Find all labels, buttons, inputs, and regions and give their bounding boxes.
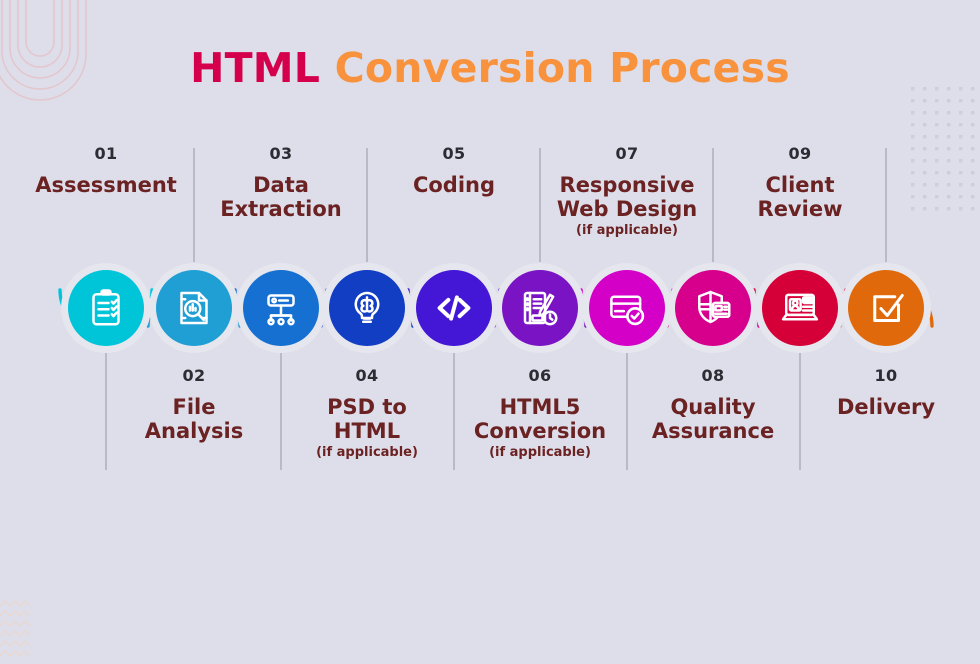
step-node-02[interactable] <box>156 270 232 346</box>
step-node-07[interactable] <box>589 270 665 346</box>
checkbox-tick-icon <box>866 288 906 328</box>
step-label-03: 03 Data Extraction <box>220 144 342 222</box>
step-title: HTML5 Conversion <box>473 395 607 443</box>
lightbulb-brain-icon <box>347 288 387 328</box>
step-title: Client Review <box>757 173 843 221</box>
server-sitemap-icon <box>261 288 301 328</box>
step-number: 04 <box>355 366 379 385</box>
divider-lines <box>105 148 887 470</box>
page-title-main: Conversion Process <box>334 44 790 92</box>
step-label-08: 08 Quality Assurance <box>651 366 775 444</box>
step-title: PSD to HTML <box>327 395 407 443</box>
document-pen-clock-icon <box>520 288 560 328</box>
step-label-06: 06 HTML5 Conversion (if applicable) <box>473 366 607 460</box>
shield-layout-icon <box>693 288 733 328</box>
step-label-09: 09 Client Review <box>757 144 843 222</box>
step-node-03[interactable] <box>243 270 319 346</box>
step-node-10[interactable] <box>848 270 924 346</box>
step-title: Data Extraction <box>220 173 342 221</box>
step-note: (if applicable) <box>316 444 418 460</box>
card-check-icon <box>607 288 647 328</box>
laptop-user-review-icon <box>780 288 820 328</box>
step-number: 10 <box>874 366 898 385</box>
step-title: Responsive Web Design <box>556 173 698 221</box>
step-node-09[interactable] <box>762 270 838 346</box>
step-node-04[interactable] <box>329 270 405 346</box>
step-node-01[interactable] <box>68 270 144 346</box>
step-number: 09 <box>788 144 812 163</box>
page-title: HTML Conversion Process <box>0 44 980 92</box>
step-number: 03 <box>269 144 293 163</box>
clipboard-checklist-icon <box>86 288 126 328</box>
step-number: 01 <box>94 144 118 163</box>
step-number: 05 <box>442 144 466 163</box>
step-note: (if applicable) <box>489 444 591 460</box>
step-title: Coding <box>412 173 496 198</box>
step-node-06[interactable] <box>502 270 578 346</box>
step-title: File Analysis <box>144 395 244 443</box>
step-title: Assessment <box>35 173 177 198</box>
step-title: Quality Assurance <box>651 395 775 443</box>
step-number: 02 <box>182 366 206 385</box>
step-label-05: 05 Coding <box>412 144 496 198</box>
step-node-08[interactable] <box>675 270 751 346</box>
step-label-07: 07 Responsive Web Design (if applicable) <box>556 144 698 238</box>
step-number: 06 <box>528 366 552 385</box>
step-label-01: 01 Assessment <box>35 144 177 198</box>
step-number: 07 <box>615 144 639 163</box>
step-title: Delivery <box>836 395 936 420</box>
step-number: 08 <box>701 366 725 385</box>
code-brackets-icon <box>434 288 474 328</box>
step-label-10: 10 Delivery <box>836 366 936 420</box>
step-note: (if applicable) <box>576 222 678 238</box>
step-label-04: 04 PSD to HTML (if applicable) <box>316 366 418 460</box>
document-magnifier-chart-icon <box>174 288 214 328</box>
page-title-accent: HTML <box>190 44 321 92</box>
step-node-05[interactable] <box>416 270 492 346</box>
step-label-02: 02 File Analysis <box>144 366 244 444</box>
